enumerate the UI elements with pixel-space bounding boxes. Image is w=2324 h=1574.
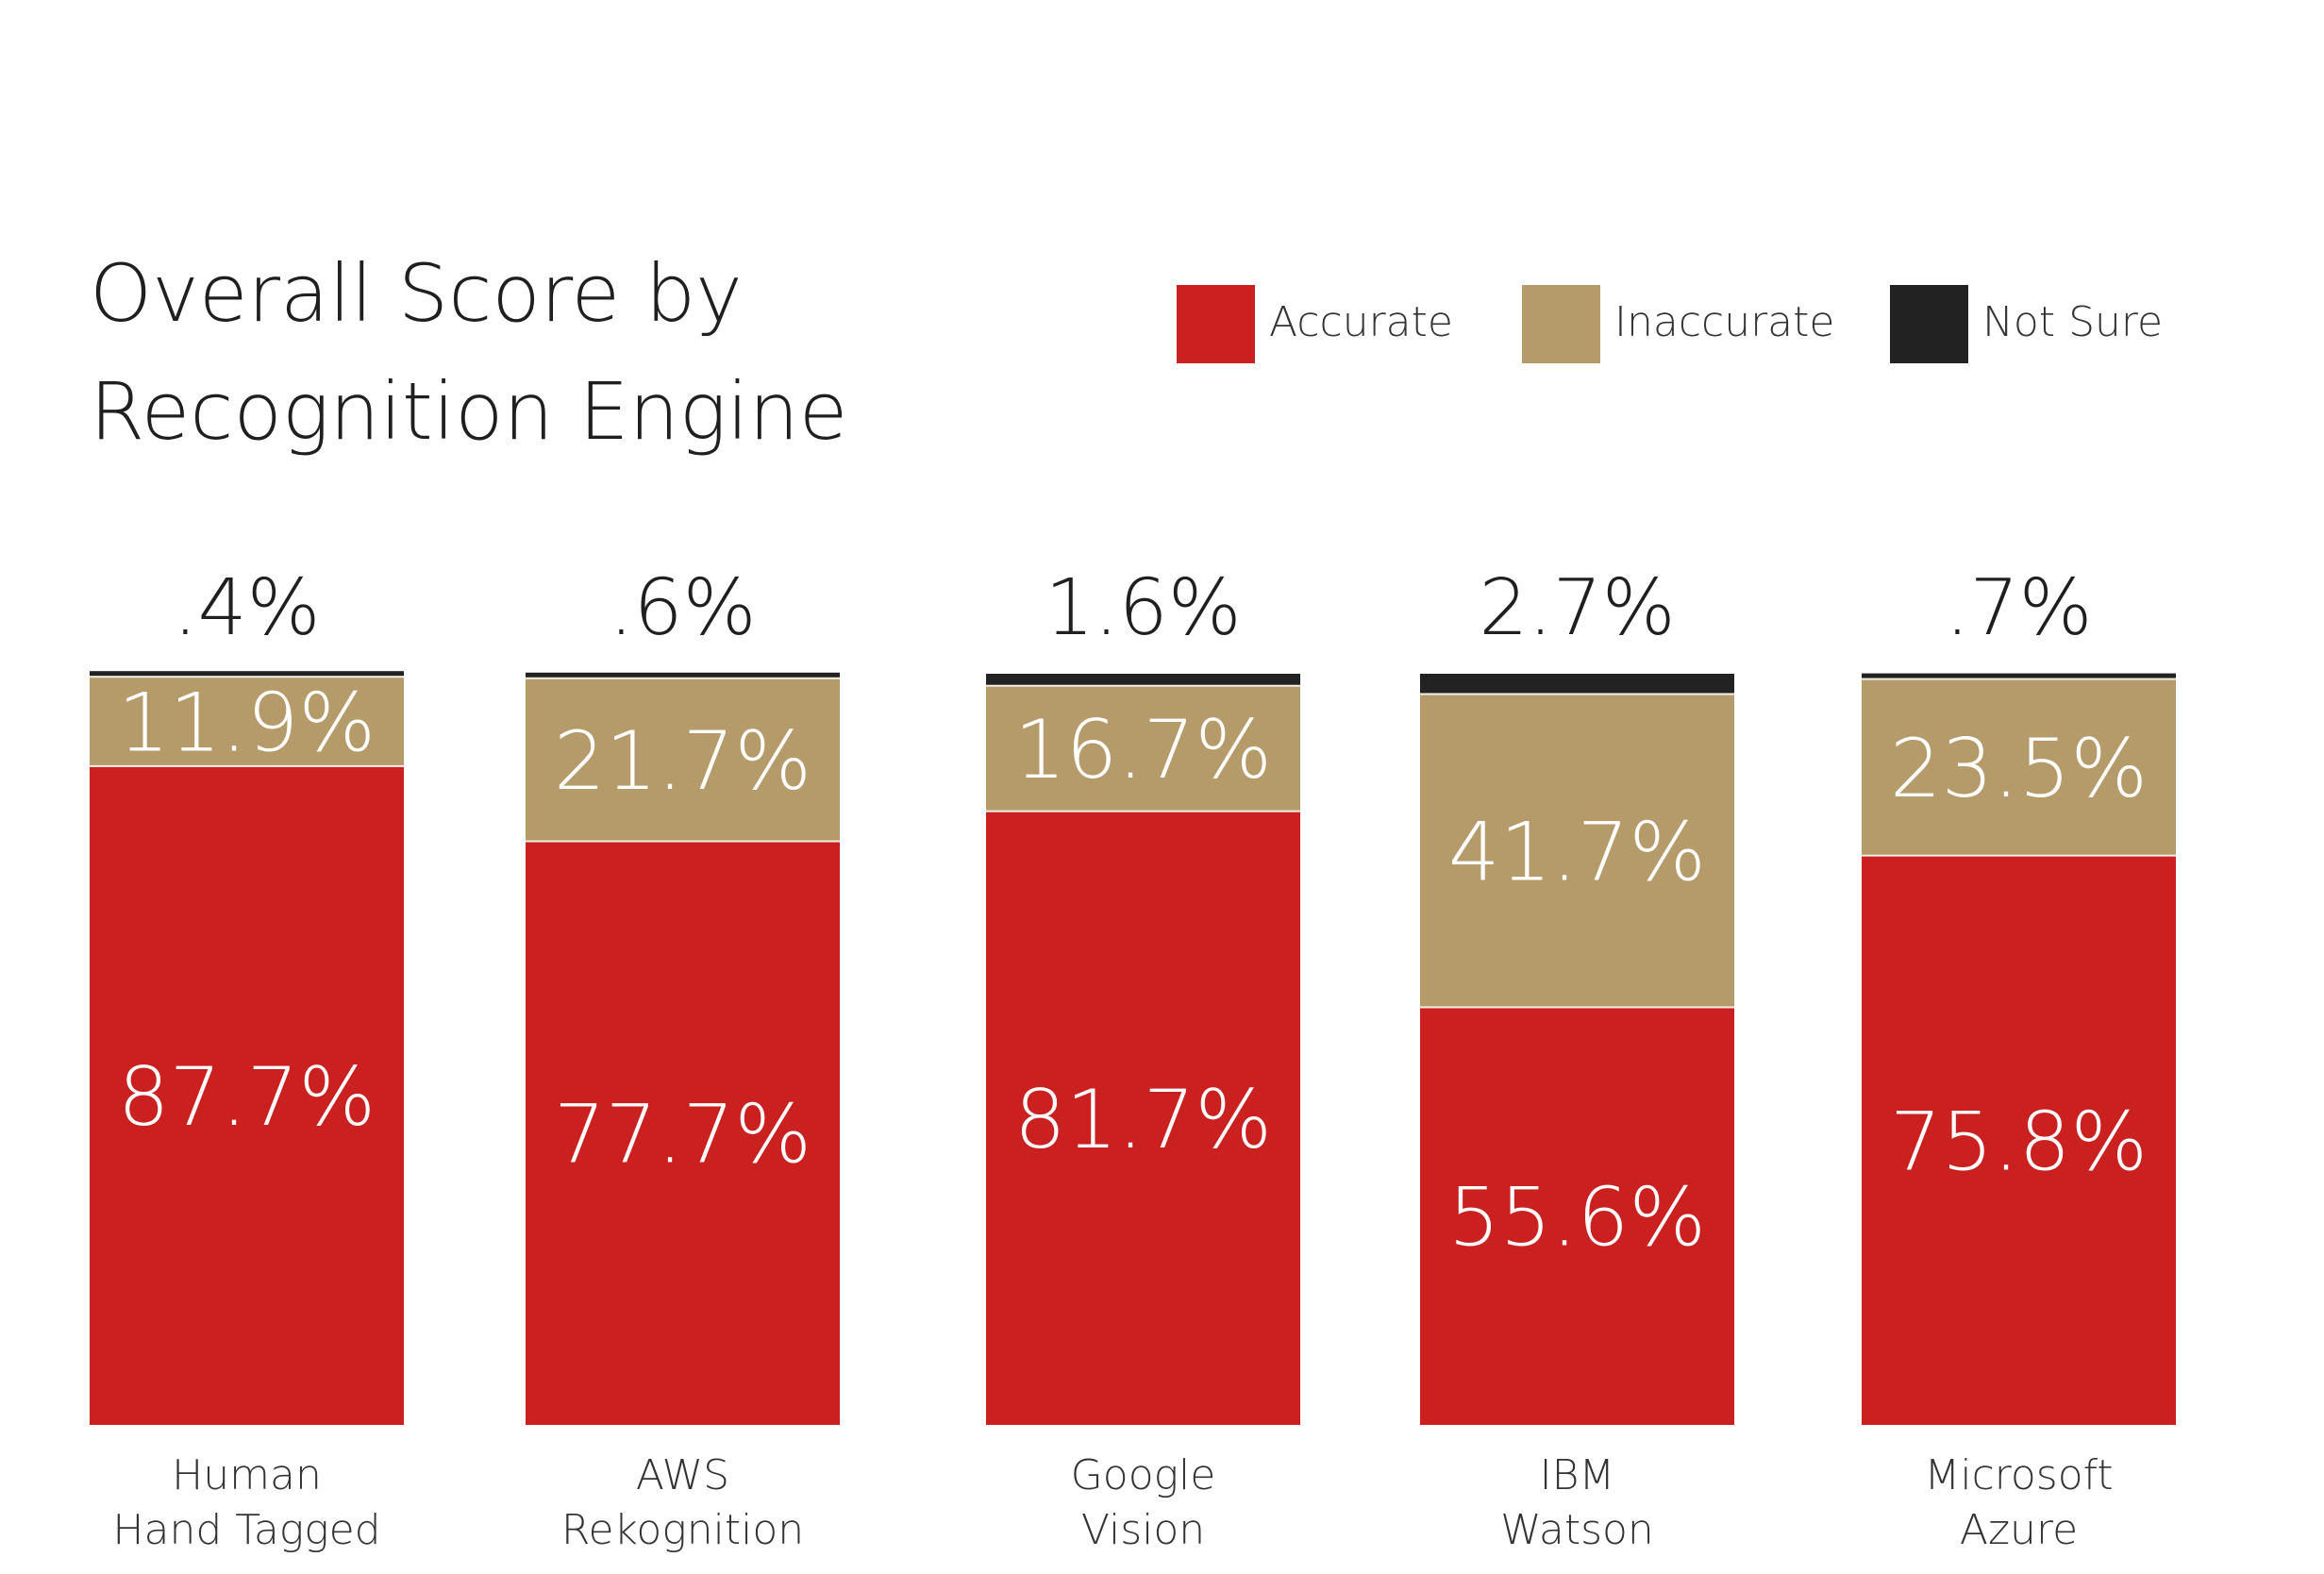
- bar-separator: [986, 684, 1300, 687]
- bar-ibm-watson-accurate: [1420, 1007, 1734, 1425]
- category-label-google-vision-line-2: Vision: [1081, 1506, 1205, 1554]
- chart-title-line-2: Recognition Engine: [90, 365, 847, 458]
- data-label-human-hand-tagged-accurate: 87.7%: [118, 1050, 376, 1145]
- data-label-google-vision-accurate: 81.7%: [1014, 1073, 1272, 1167]
- category-label-human-hand-tagged-line-2: Hand Tagged: [112, 1506, 380, 1554]
- bar-separator: [526, 840, 840, 843]
- category-label-human-hand-tagged-line-1: Human: [172, 1451, 322, 1499]
- category-label-microsoft-azure-line-1: Microsoft: [1924, 1451, 2113, 1499]
- legend: Accurate Inaccurate Not Sure: [1177, 285, 2163, 363]
- bar-aws-rekognition-not-sure: [526, 672, 840, 678]
- bar-human-hand-tagged-not-sure: [90, 671, 404, 678]
- data-label-google-vision-not-sure: 1.6%: [1045, 563, 1241, 653]
- legend-swatch-inaccurate: [1522, 285, 1600, 363]
- labels-group: 87.7% 11.9% .4% Human Hand Tagged 77.7% 21.7%.…: [112, 563, 2148, 1554]
- legend-label-inaccurate: Inaccurate: [1614, 298, 1834, 346]
- bar-aws-rekognition-inaccurate: [526, 678, 840, 842]
- bar-microsoft-azure-accurate: [1862, 855, 2176, 1425]
- bar-separator: [90, 676, 404, 678]
- data-label-human-hand-tagged-inaccurate: 11.9%: [118, 677, 376, 771]
- category-label-google-vision-line-1: Google: [1071, 1451, 1216, 1499]
- category-label-ibm-watson-line-2: Watson: [1500, 1506, 1654, 1554]
- data-label-aws-rekognition-inaccurate: 21.7%: [554, 714, 811, 809]
- bar-human-hand-tagged-accurate: [90, 765, 404, 1425]
- data-label-ibm-watson-accurate: 55.6%: [1448, 1171, 1706, 1265]
- chart-title-line-1: Overall Score by: [90, 247, 743, 340]
- legend-label-accurate: Accurate: [1269, 298, 1453, 346]
- bar-separator: [1420, 1006, 1734, 1009]
- data-label-google-vision-inaccurate: 16.7%: [1014, 703, 1272, 797]
- category-label-ibm-watson-line-1: IBM: [1540, 1451, 1615, 1499]
- category-label-microsoft-azure-line-2: Azure: [1960, 1506, 2078, 1554]
- data-label-ibm-watson-not-sure: 2.7%: [1479, 563, 1675, 653]
- bar-google-vision-accurate: [986, 811, 1300, 1425]
- bar-google-vision-not-sure: [986, 674, 1300, 686]
- legend-label-not-sure: Not Sure: [1982, 298, 2163, 346]
- data-label-aws-rekognition-accurate: 77.7%: [554, 1088, 811, 1182]
- bar-human-hand-tagged-inaccurate: [90, 677, 404, 766]
- bar-separator: [1862, 678, 2176, 680]
- bar-separator: [986, 810, 1300, 812]
- legend-swatch-accurate: [1177, 285, 1255, 363]
- data-label-microsoft-azure-accurate: 75.8%: [1890, 1095, 2148, 1189]
- data-label-microsoft-azure-inaccurate: 23.5%: [1890, 722, 2148, 816]
- bar-ibm-watson-inaccurate: [1420, 694, 1734, 1008]
- bar-microsoft-azure-inaccurate: [1862, 678, 2176, 856]
- data-label-aws-rekognition-not-sure: .6%: [609, 563, 756, 653]
- data-label-ibm-watson-inaccurate: 41.7%: [1448, 805, 1706, 899]
- data-label-microsoft-azure-not-sure: .7%: [1945, 563, 2092, 653]
- legend-swatch-not-sure: [1890, 285, 1968, 363]
- bar-microsoft-azure-not-sure: [1862, 673, 2176, 679]
- bar-separator: [1862, 854, 2176, 857]
- bar-aws-rekognition-accurate: [526, 841, 840, 1425]
- bars-group: [90, 671, 2176, 1425]
- category-label-aws-rekognition-line-1: AWS: [636, 1451, 729, 1499]
- bar-separator: [1420, 693, 1734, 695]
- bar-separator: [526, 677, 840, 679]
- data-label-human-hand-tagged-not-sure: .4%: [173, 563, 320, 653]
- bar-google-vision-inaccurate: [986, 685, 1300, 812]
- bar-ibm-watson-not-sure: [1420, 674, 1734, 695]
- category-label-aws-rekognition-line-2: Rekognition: [561, 1506, 804, 1554]
- bar-separator: [90, 764, 404, 767]
